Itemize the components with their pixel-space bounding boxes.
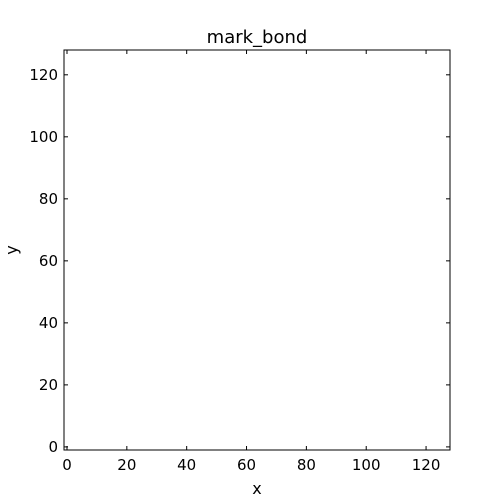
y-axis-label: y xyxy=(2,245,21,254)
x-axis: 0 20 40 60 80 100 120 xyxy=(62,50,440,474)
plot-area xyxy=(63,49,451,451)
y-tick-label: 0 xyxy=(48,438,58,456)
x-tick-label: 0 xyxy=(62,456,72,474)
y-tick-label: 100 xyxy=(29,128,58,146)
x-tick-label: 120 xyxy=(412,456,441,474)
x-tick-label: 80 xyxy=(297,456,316,474)
y-tick-label: 80 xyxy=(39,190,58,208)
x-tick-label: 100 xyxy=(352,456,381,474)
chart-title: mark_bond xyxy=(207,27,308,48)
x-tick-label: 60 xyxy=(237,456,256,474)
x-tick-label: 20 xyxy=(117,456,136,474)
x-axis-label: x xyxy=(252,479,261,498)
y-tick-label: 60 xyxy=(39,252,58,270)
y-tick-label: 40 xyxy=(39,314,58,332)
y-tick-label: 120 xyxy=(29,66,58,84)
x-tick-label: 40 xyxy=(177,456,196,474)
y-tick-label: 20 xyxy=(39,376,58,394)
y-axis: 0 20 40 60 80 100 120 xyxy=(29,66,450,456)
